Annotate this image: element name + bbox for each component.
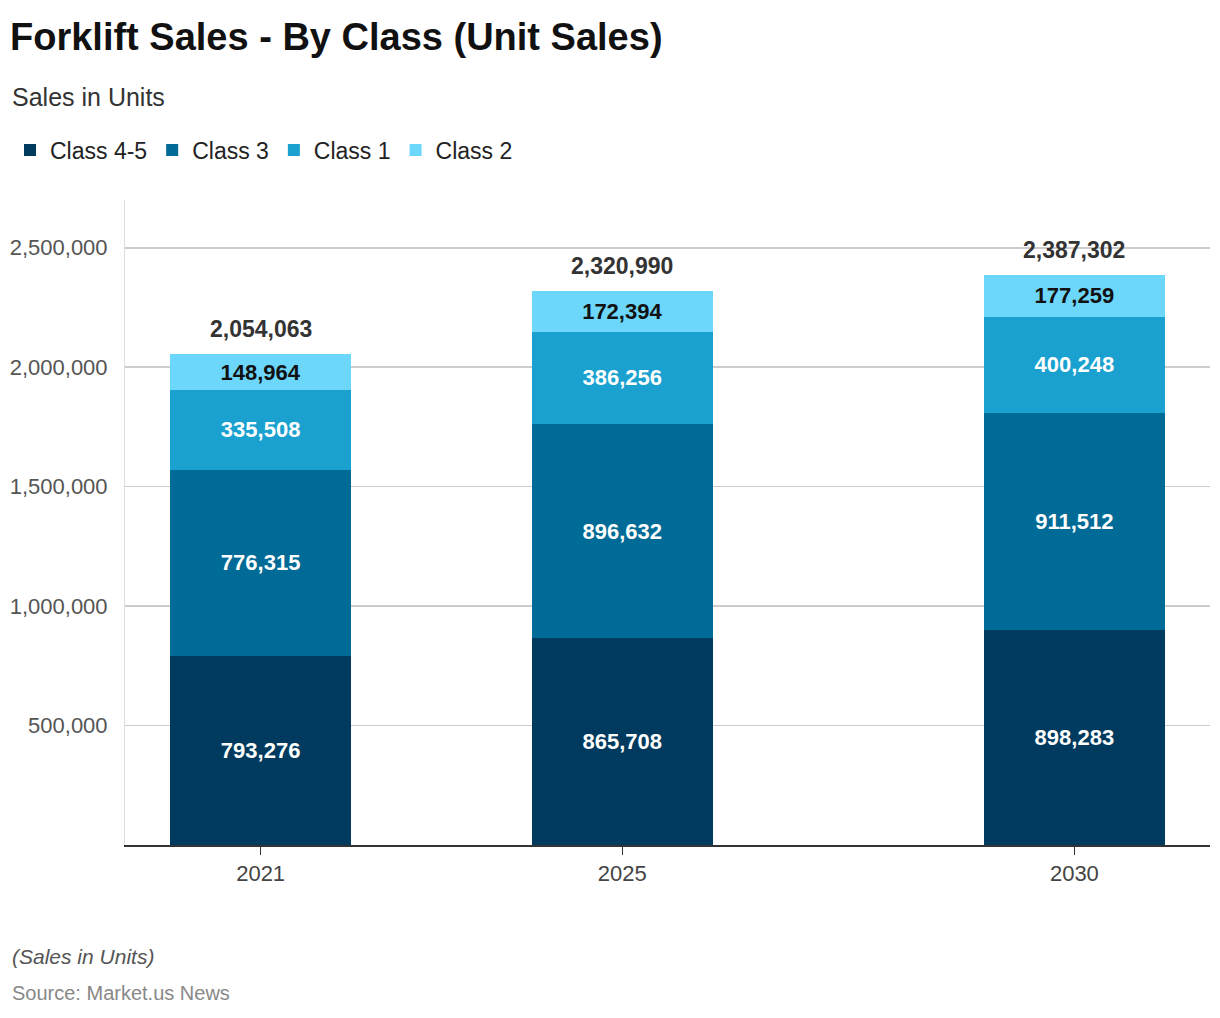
svg-text:1,000,000: 1,000,000 (10, 594, 108, 619)
svg-text:Class 3: Class 3 (192, 138, 269, 164)
svg-text:898,283: 898,283 (1035, 725, 1115, 750)
svg-text:500,000: 500,000 (28, 713, 108, 738)
svg-text:172,394: 172,394 (582, 299, 662, 324)
svg-text:Class 1: Class 1 (314, 138, 391, 164)
svg-text:2,054,063: 2,054,063 (210, 316, 312, 342)
svg-text:2,387,302: 2,387,302 (1023, 237, 1125, 263)
svg-text:896,632: 896,632 (583, 519, 663, 544)
svg-text:335,508: 335,508 (221, 417, 301, 442)
svg-text:2,000,000: 2,000,000 (10, 355, 108, 380)
svg-text:2025: 2025 (598, 861, 647, 886)
svg-text:Class 4-5: Class 4-5 (50, 138, 147, 164)
svg-text:Class 2: Class 2 (436, 138, 513, 164)
svg-text:Sales in Units: Sales in Units (12, 83, 165, 111)
svg-text:148,964: 148,964 (220, 360, 300, 385)
svg-text:793,276: 793,276 (221, 738, 301, 763)
svg-text:2,320,990: 2,320,990 (571, 253, 673, 279)
svg-text:2030: 2030 (1050, 861, 1099, 886)
svg-text:Source: Market.us News: Source: Market.us News (12, 982, 230, 1004)
svg-text:911,512: 911,512 (1035, 509, 1113, 534)
svg-text:400,248: 400,248 (1035, 352, 1115, 377)
svg-text:865,708: 865,708 (583, 729, 663, 754)
svg-text:177,259: 177,259 (1035, 283, 1115, 308)
svg-text:Forklift Sales - By Class (Uni: Forklift Sales - By Class (Unit Sales) (10, 16, 663, 58)
svg-text:2021: 2021 (236, 861, 285, 886)
svg-text:1,500,000: 1,500,000 (10, 474, 108, 499)
svg-text:2,500,000: 2,500,000 (10, 235, 108, 260)
svg-text:776,315: 776,315 (221, 550, 301, 575)
svg-text:(Sales in Units): (Sales in Units) (12, 945, 154, 968)
svg-text:386,256: 386,256 (583, 365, 663, 390)
